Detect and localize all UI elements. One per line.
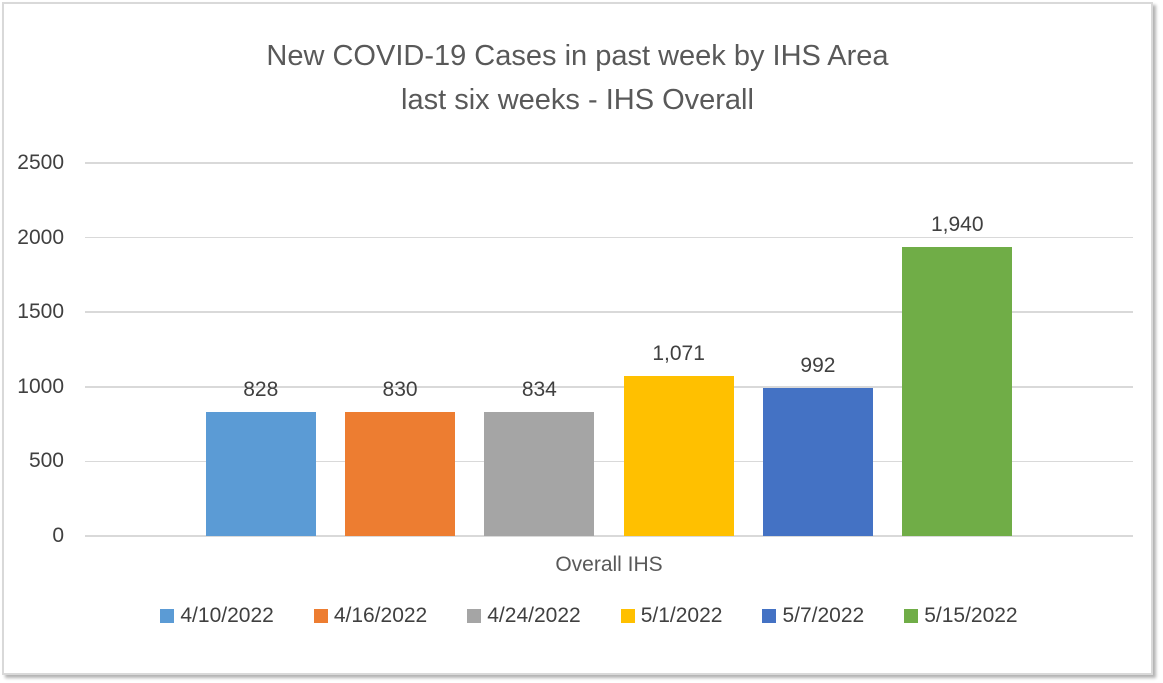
bar-5/1/2022[interactable] (623, 376, 734, 536)
chart-title: New COVID-19 Cases in past week by IHS A… (4, 34, 1151, 122)
chart-frame[interactable]: New COVID-19 Cases in past week by IHS A… (2, 2, 1153, 675)
legend-swatch (620, 609, 635, 623)
y-axis-tick-label: 2000 (17, 225, 64, 249)
gridline (85, 460, 1133, 463)
legend-label: 5/7/2022 (782, 604, 865, 627)
legend-label: 4/10/2022 (180, 604, 274, 627)
x-axis-category-label: Overall IHS (555, 553, 663, 576)
legend: 4/10/2022 4/16/2022 4/24/2022 5/1/2022 5/7/2… (65, 604, 1113, 628)
bar-data-label: 1,071 (652, 342, 705, 366)
legend-swatch (762, 609, 777, 623)
chart-title-line-2: last six weeks - IHS Overall (401, 84, 754, 116)
legend-swatch (467, 609, 482, 623)
legend-item-4/24/2022[interactable]: 4/24/2022 (467, 604, 581, 628)
bar-4/16/2022[interactable] (345, 412, 456, 536)
legend-item-4/10/2022[interactable]: 4/10/2022 (160, 604, 274, 628)
bar-data-label: 830 (382, 378, 418, 402)
legend-swatch (160, 609, 175, 623)
legend-label: 5/15/2022 (924, 604, 1018, 627)
bar-4/24/2022[interactable] (484, 411, 595, 536)
legend-swatch (904, 609, 919, 623)
bar-data-label: 1,940 (930, 212, 984, 236)
bar-5/7/2022[interactable] (762, 388, 873, 536)
y-axis-tick-label: 500 (28, 449, 64, 473)
bar-data-label: 992 (800, 354, 836, 377)
bar-5/15/2022[interactable] (902, 246, 1013, 536)
legend-item-5/7/2022[interactable]: 5/7/2022 (762, 604, 864, 628)
gridline (85, 162, 1133, 164)
legend-swatch (313, 609, 328, 623)
bar-4/10/2022[interactable] (205, 412, 316, 536)
legend-label: 4/16/2022 (333, 604, 428, 627)
legend-label: 5/1/2022 (640, 604, 723, 627)
gridline (85, 386, 1133, 388)
legend-item-4/16/2022[interactable]: 4/16/2022 (313, 604, 428, 628)
bar-data-label: 828 (243, 378, 279, 402)
y-axis: 0 500 1000 1500 2000 2500 (8, 151, 64, 547)
y-axis-tick-label: 0 (52, 524, 64, 547)
gridline (85, 535, 1133, 537)
y-axis-tick-label: 2500 (17, 151, 64, 174)
bar-data-label: 834 (521, 377, 557, 401)
legend-item-5/1/2022[interactable]: 5/1/2022 (620, 604, 723, 628)
y-axis-tick-label: 1500 (17, 300, 64, 324)
plot-area: 828 830 834 1,071 992 1,940 (85, 162, 1133, 537)
gridline (85, 236, 1133, 239)
legend-item-5/15/2022[interactable]: 5/15/2022 (904, 604, 1018, 628)
gridline (85, 311, 1133, 313)
y-axis-tick-label: 1000 (17, 374, 64, 398)
legend-label: 4/24/2022 (487, 604, 581, 627)
chart-title-line-1: New COVID-19 Cases in past week by IHS A… (266, 40, 889, 72)
